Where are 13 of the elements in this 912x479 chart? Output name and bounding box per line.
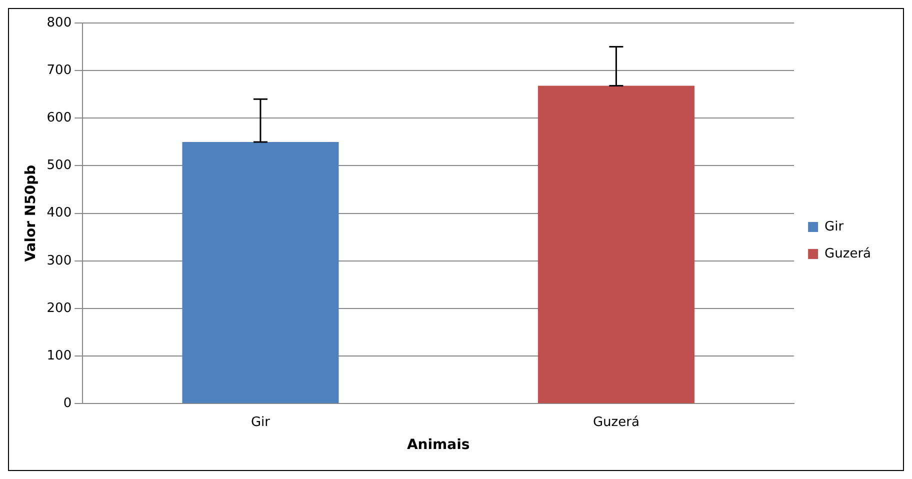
y-tick-label: 500 xyxy=(46,158,72,174)
y-axis-title: Valor N50pb xyxy=(23,164,40,262)
y-tick-label: 800 xyxy=(46,15,72,30)
y-tick-label: 200 xyxy=(46,300,72,316)
x-axis-title: Animais xyxy=(406,437,470,454)
legend-label: Gir xyxy=(824,219,844,234)
y-tick-label: 700 xyxy=(46,62,72,78)
y-tick-label: 300 xyxy=(46,253,72,268)
y-tick-label: 400 xyxy=(46,206,72,221)
y-tick-label: 600 xyxy=(46,110,72,126)
y-tick-label: 100 xyxy=(46,348,72,364)
y-tick-label: 0 xyxy=(63,396,72,411)
legend-label: Guzerá xyxy=(824,246,872,262)
